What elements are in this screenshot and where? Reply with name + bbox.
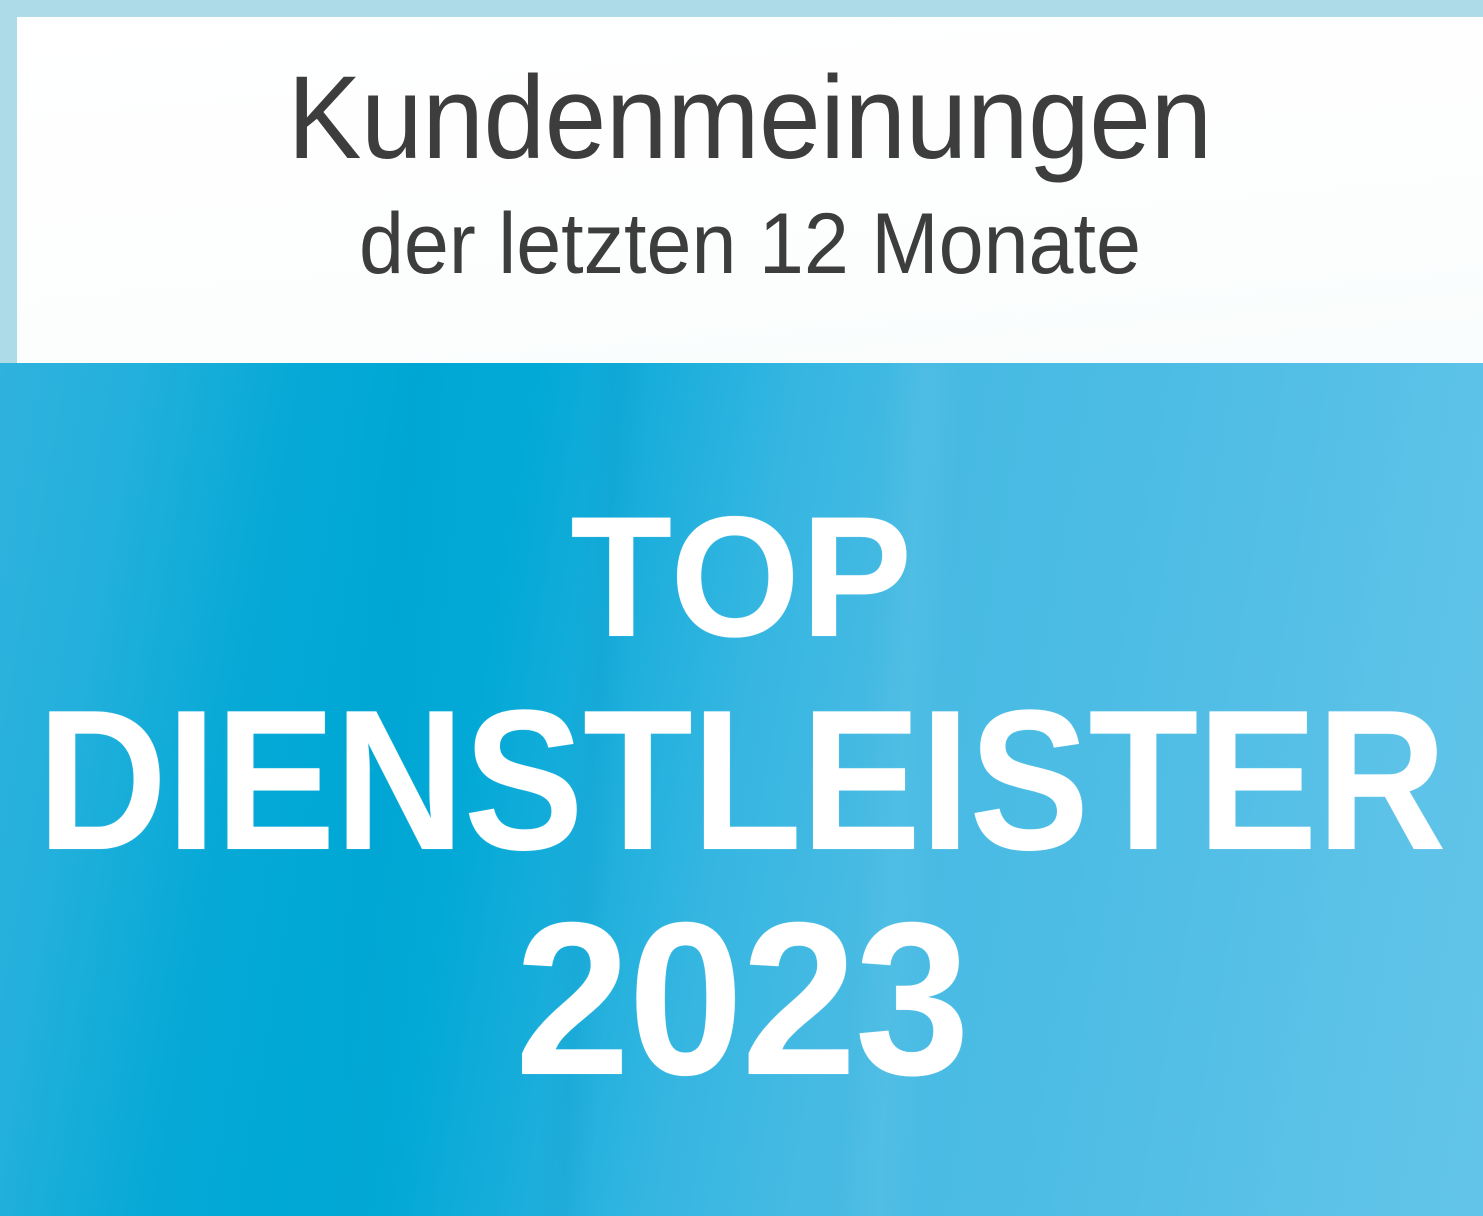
award-label-year: 2023 bbox=[514, 878, 970, 1121]
award-label-category: DIENSTLEISTER bbox=[37, 669, 1446, 892]
award-panel: TOP DIENSTLEISTER 2023 bbox=[0, 363, 1483, 1216]
header-panel: Kundenmeinungen der letzten 12 Monate bbox=[17, 17, 1483, 363]
header-title-primary: Kundenmeinungen bbox=[287, 52, 1213, 184]
header-title-secondary: der letzten 12 Monate bbox=[359, 196, 1141, 292]
award-text-group: TOP DIENSTLEISTER 2023 bbox=[0, 363, 1483, 1216]
award-label-top: TOP bbox=[570, 481, 913, 673]
